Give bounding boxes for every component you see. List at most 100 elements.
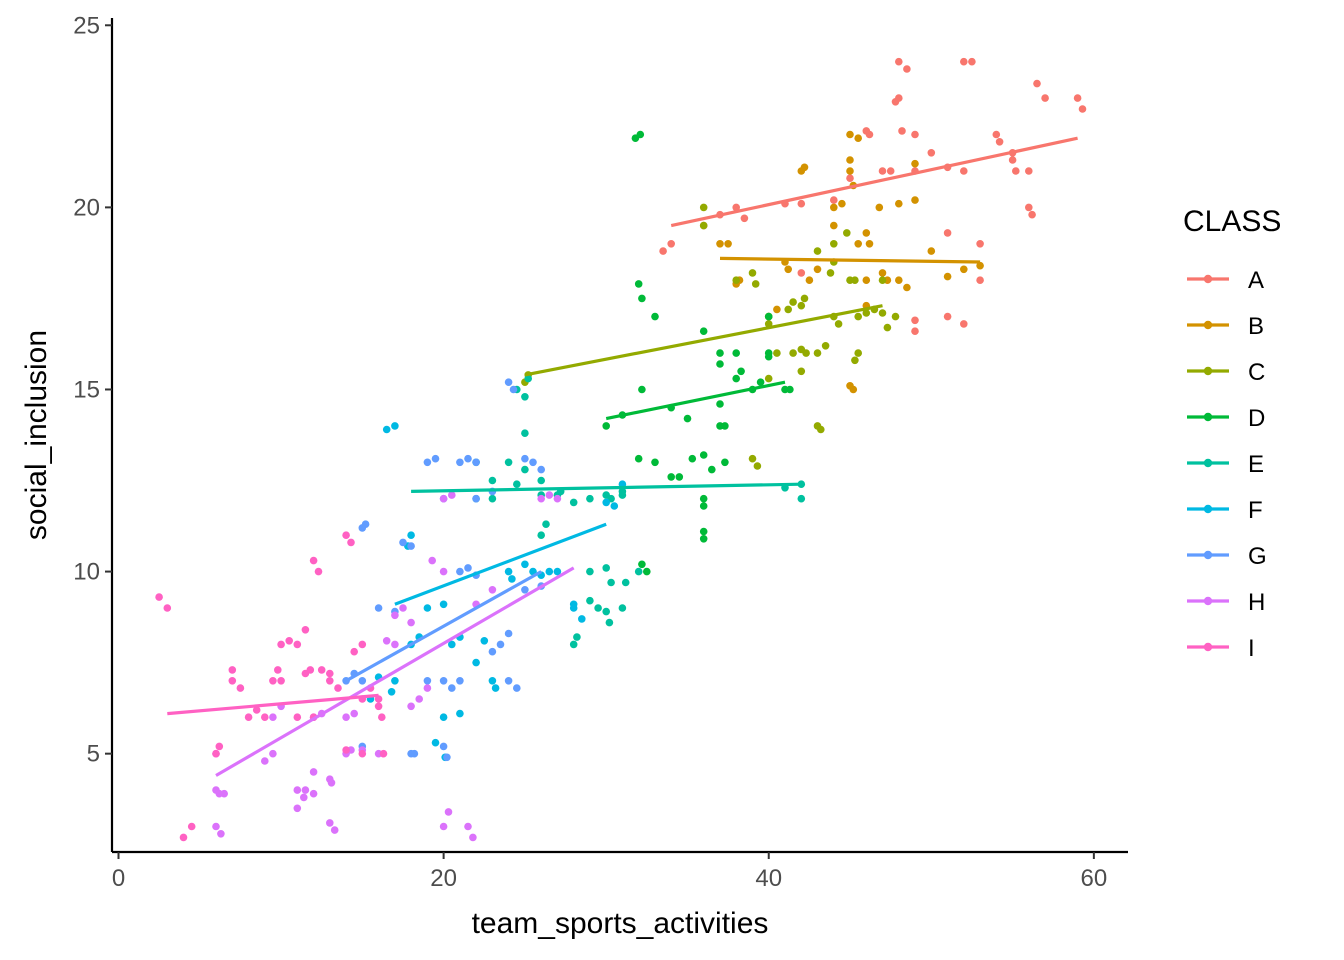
- data-point: [995, 138, 1004, 146]
- data-point: [407, 542, 415, 550]
- data-point: [756, 378, 765, 387]
- data-point: [439, 822, 448, 831]
- series-I: [155, 531, 388, 842]
- data-point: [391, 611, 399, 620]
- data-point: [634, 567, 643, 576]
- data-point: [423, 684, 432, 692]
- data-point: [439, 494, 448, 503]
- data-point: [524, 374, 532, 383]
- data-point: [491, 684, 500, 692]
- data-point: [252, 706, 261, 714]
- data-point: [378, 713, 386, 721]
- data-point: [737, 367, 745, 376]
- data-point: [1078, 105, 1087, 113]
- data-point: [764, 352, 773, 361]
- data-point: [387, 688, 396, 696]
- data-point: [748, 269, 757, 277]
- data-point: [464, 454, 472, 463]
- data-point: [721, 422, 729, 430]
- data-point: [732, 374, 740, 383]
- data-point: [228, 677, 237, 685]
- trend-line-B: [719, 256, 981, 264]
- data-point: [163, 604, 172, 612]
- data-point: [423, 604, 432, 612]
- data-point: [634, 280, 643, 288]
- data-point: [911, 327, 919, 336]
- data-point: [594, 604, 602, 612]
- data-point: [805, 276, 814, 285]
- legend-label: I: [1248, 635, 1255, 662]
- data-point: [326, 677, 334, 685]
- y-tick-label: 20: [73, 194, 100, 221]
- data-point: [464, 822, 472, 831]
- legend-item-H: H: [1187, 589, 1265, 616]
- data-point: [846, 174, 854, 182]
- data-point: [732, 203, 740, 212]
- data-point: [504, 458, 513, 467]
- data-point: [1041, 94, 1049, 102]
- data-point: [407, 618, 415, 627]
- data-point: [448, 491, 456, 499]
- data-point: [851, 356, 859, 365]
- data-point: [382, 425, 391, 434]
- data-point: [269, 749, 277, 758]
- data-point: [342, 746, 350, 754]
- data-point: [846, 156, 854, 164]
- data-point: [911, 316, 919, 325]
- data-point: [228, 666, 237, 674]
- data-point: [391, 640, 399, 649]
- data-point: [472, 658, 480, 667]
- data-point: [504, 629, 513, 638]
- data-point: [976, 261, 984, 270]
- data-point: [784, 265, 792, 274]
- data-point: [553, 567, 562, 576]
- data-point: [569, 498, 578, 507]
- data-point: [456, 709, 464, 718]
- legend-key-point: [1203, 642, 1213, 652]
- plot-area: [155, 57, 1087, 842]
- data-point: [789, 298, 797, 306]
- legend-title: CLASS: [1183, 205, 1281, 238]
- data-point: [797, 269, 806, 277]
- y-axis-title: social_inclusion: [20, 330, 53, 540]
- data-point: [605, 618, 614, 627]
- data-point: [334, 684, 342, 692]
- data-point: [488, 647, 497, 656]
- legend-item-I: I: [1187, 635, 1255, 662]
- data-point: [602, 607, 610, 616]
- data-point: [521, 465, 529, 474]
- trend-line-F: [394, 522, 607, 606]
- data-point: [786, 385, 794, 394]
- axes: [110, 18, 1128, 854]
- legend-key-point: [1203, 412, 1213, 422]
- data-point: [724, 240, 732, 248]
- data-point: [875, 203, 884, 212]
- data-point: [927, 149, 936, 157]
- data-point: [968, 57, 976, 66]
- legend-key-point: [1203, 596, 1213, 606]
- data-point: [374, 604, 383, 612]
- y-tick-label: 5: [87, 741, 100, 768]
- data-point: [521, 586, 529, 594]
- data-point: [865, 130, 874, 139]
- legend-label: F: [1248, 497, 1263, 524]
- data-point: [732, 349, 740, 357]
- data-point: [878, 269, 887, 277]
- data-point: [753, 462, 762, 470]
- data-point: [862, 276, 871, 285]
- data-point: [155, 593, 163, 601]
- series-C: [521, 203, 900, 470]
- data-point: [309, 768, 318, 776]
- data-point: [634, 454, 643, 463]
- x-tick-label: 60: [1081, 865, 1108, 892]
- data-point: [740, 214, 749, 223]
- data-point: [960, 320, 968, 328]
- data-point: [751, 280, 760, 288]
- data-point: [537, 476, 545, 485]
- data-point: [699, 327, 708, 336]
- data-point: [187, 822, 196, 831]
- data-point: [391, 422, 399, 430]
- data-point: [306, 666, 315, 674]
- data-point: [573, 633, 581, 641]
